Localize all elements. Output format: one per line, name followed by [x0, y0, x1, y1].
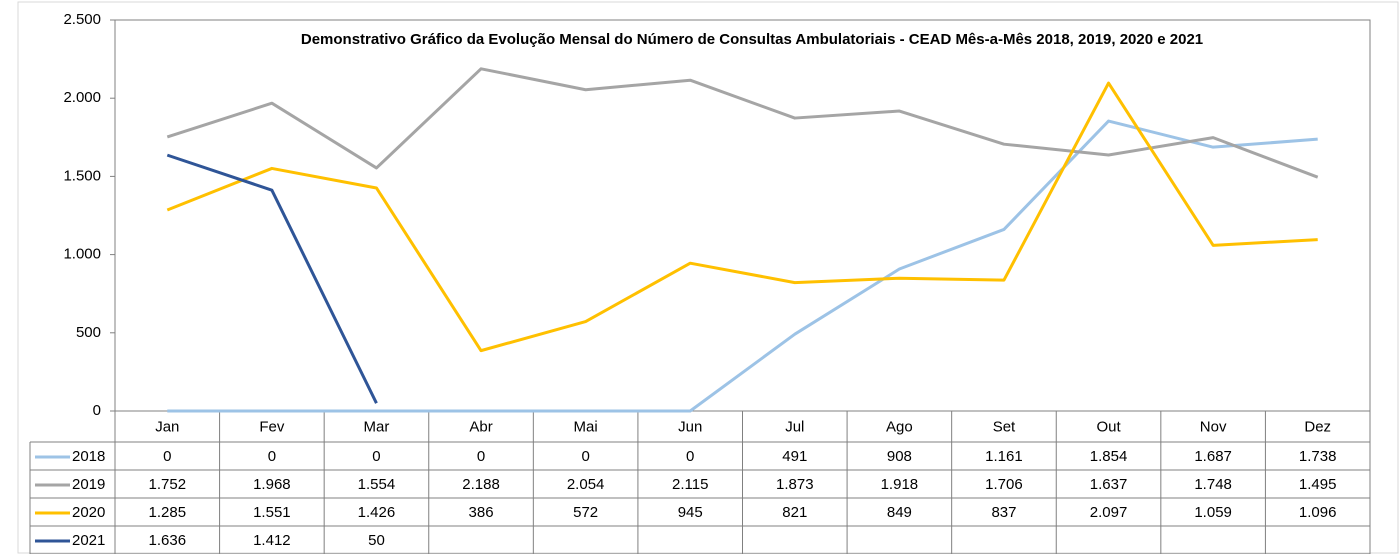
table-value: 837 [991, 504, 1016, 521]
series-line [166, 153, 378, 404]
x-tick-label: Out [1096, 418, 1121, 435]
table-value: 0 [163, 448, 171, 465]
table-value: 1.285 [149, 504, 187, 521]
table-value: 2.188 [462, 476, 500, 493]
table-value: 1.706 [985, 476, 1023, 493]
plot-area [114, 19, 1371, 412]
x-tick-label: Nov [1200, 418, 1227, 435]
series-line [166, 67, 1319, 179]
table-value: 0 [372, 448, 380, 465]
table-value: 50 [368, 532, 385, 549]
table-value: 1.495 [1299, 476, 1337, 493]
table-value: 1.738 [1299, 448, 1337, 465]
legend-label: 2021 [72, 532, 105, 549]
chart-title: Demonstrativo Gráfico da Evolução Mensal… [301, 31, 1203, 48]
table-value: 1.554 [358, 476, 396, 493]
table-value: 1.096 [1299, 504, 1337, 521]
legend-label: 2018 [72, 448, 105, 465]
table-value: 821 [782, 504, 807, 521]
table-value: 849 [887, 504, 912, 521]
table-value: 1.968 [253, 476, 291, 493]
table-value: 2.054 [567, 476, 605, 493]
table-value: 1.551 [253, 504, 291, 521]
table-value: 1.412 [253, 532, 291, 549]
table-value: 0 [268, 448, 276, 465]
legend-label: 2020 [72, 504, 105, 521]
table-value: 386 [469, 504, 494, 521]
x-tick-label: Jun [678, 418, 702, 435]
table-value: 491 [782, 448, 807, 465]
table-value: 0 [477, 448, 485, 465]
table-value: 945 [678, 504, 703, 521]
x-tick-label: Fev [259, 418, 285, 435]
chart-frame [17, 1, 1399, 554]
y-tick-label: 1.000 [63, 246, 101, 263]
x-tick-label: Dez [1304, 418, 1331, 435]
legend-label: 2019 [72, 476, 105, 493]
table-value: 1.748 [1194, 476, 1232, 493]
table-value: 1.873 [776, 476, 814, 493]
y-tick-label: 500 [76, 324, 101, 341]
table-value: 1.426 [358, 504, 396, 521]
table-value: 0 [686, 448, 694, 465]
x-tick-label: Set [993, 418, 1016, 435]
x-tick-label: Jul [785, 418, 804, 435]
y-tick-label: 2.000 [63, 89, 101, 106]
table-value: 1.636 [149, 532, 187, 549]
x-tick-label: Jan [155, 418, 179, 435]
series-line [166, 81, 1318, 353]
table-value: 572 [573, 504, 598, 521]
table-value: 0 [581, 448, 589, 465]
table-value: 2.097 [1090, 504, 1128, 521]
table-value: 1.637 [1090, 476, 1128, 493]
x-tick-label: Ago [886, 418, 913, 435]
table-value: 1.918 [881, 476, 919, 493]
table-value: 1.059 [1194, 504, 1232, 521]
y-tick-label: 1.500 [63, 167, 101, 184]
table-value: 1.161 [985, 448, 1023, 465]
table-value: 908 [887, 448, 912, 465]
table-value: 1.687 [1194, 448, 1232, 465]
table-value: 1.854 [1090, 448, 1128, 465]
x-tick-label: Mai [574, 418, 598, 435]
y-tick-label: 2.500 [63, 11, 101, 28]
table-value: 1.752 [149, 476, 187, 493]
y-tick-label: 0 [93, 402, 101, 419]
x-tick-label: Abr [469, 418, 492, 435]
series-line [167, 119, 1318, 413]
x-tick-label: Mar [364, 418, 390, 435]
table-value: 2.115 [672, 476, 708, 493]
